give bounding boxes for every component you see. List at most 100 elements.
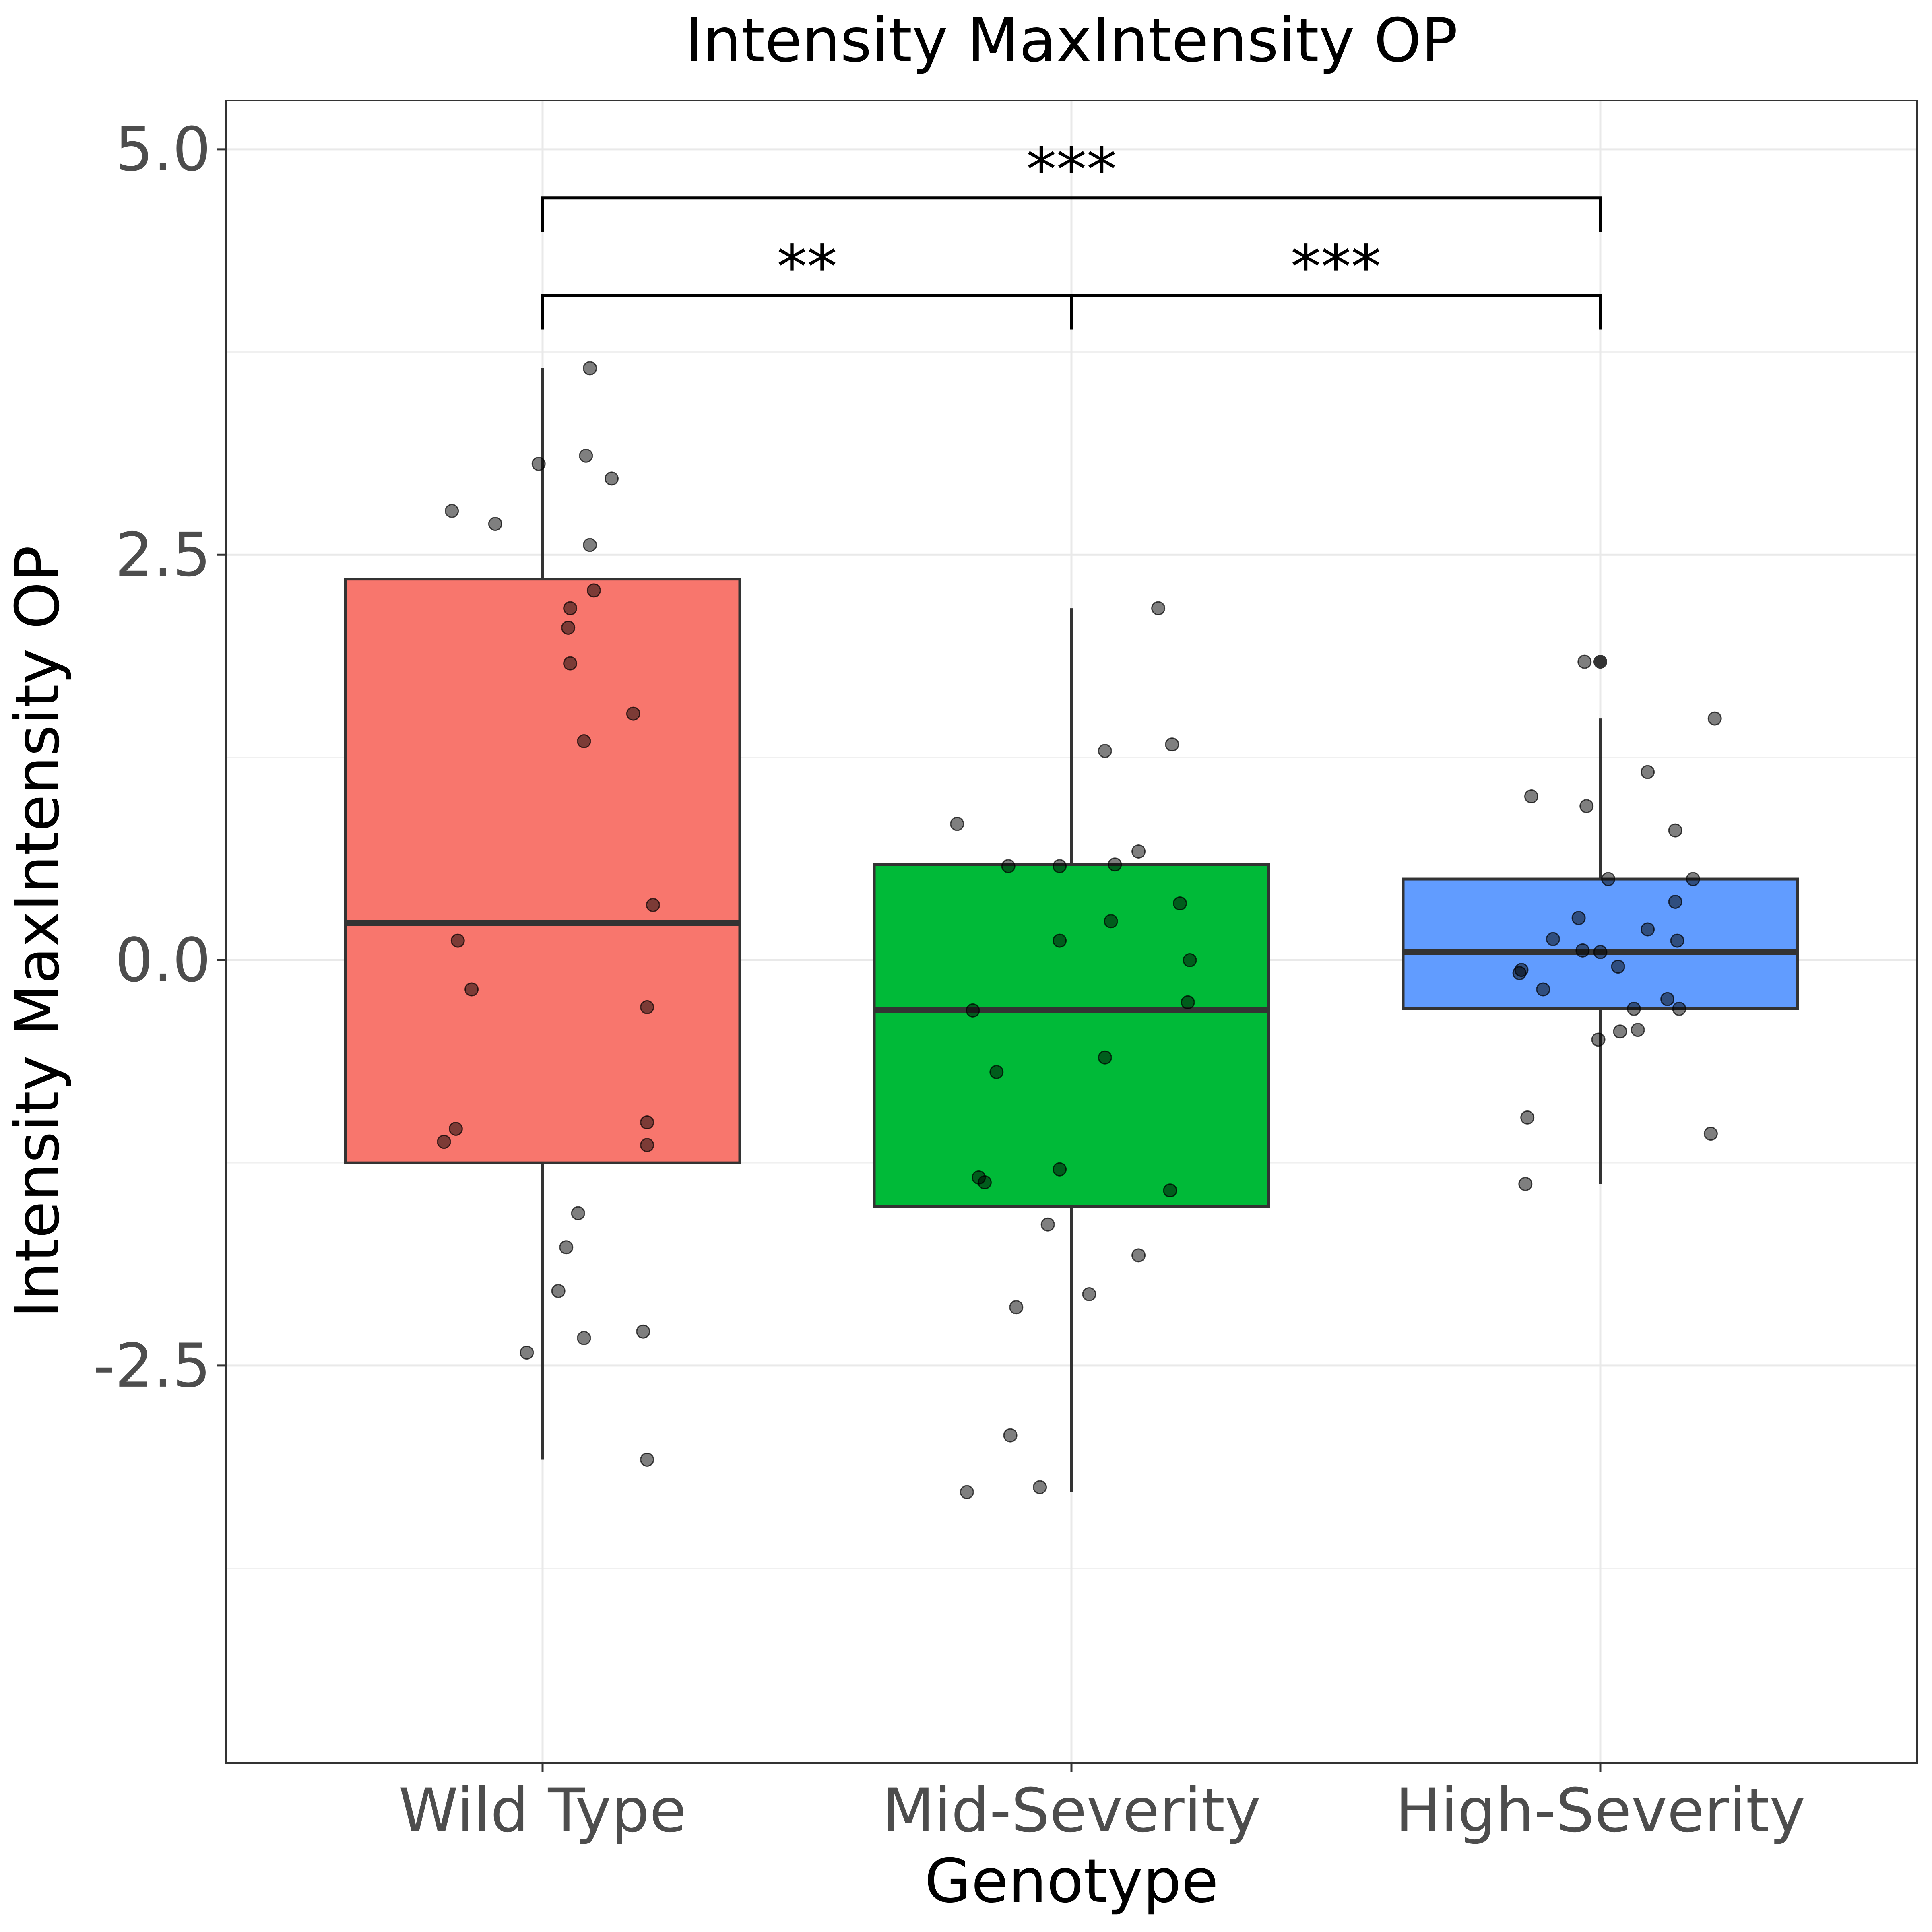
data-point [586, 583, 601, 598]
data-point [579, 448, 593, 463]
data-point [571, 1206, 585, 1220]
data-point [1003, 1428, 1018, 1443]
data-point [1053, 933, 1067, 948]
data-point [1613, 1024, 1627, 1039]
data-point [960, 1485, 974, 1499]
data-point [563, 656, 578, 671]
data-point [577, 734, 591, 749]
data-point [1579, 799, 1594, 813]
data-point [559, 1240, 574, 1255]
data-point [1546, 932, 1560, 946]
data-point [1512, 966, 1527, 980]
data-point [1707, 711, 1722, 726]
data-point [1571, 911, 1586, 925]
data-point [640, 1453, 654, 1467]
data-point [1520, 1110, 1535, 1125]
data-point [1009, 1300, 1024, 1315]
data-point [950, 817, 964, 831]
outlier-point [1593, 655, 1607, 669]
data-point [1593, 945, 1608, 959]
data-point [464, 982, 479, 997]
data-point [1641, 765, 1655, 779]
y-axis-title: Intensity MaxIntensity OP [3, 545, 73, 1318]
data-point [520, 1346, 534, 1360]
significance-brackets: ** ****** [541, 135, 1602, 330]
data-point [1104, 914, 1118, 929]
x-axis-title: Genotype [925, 1846, 1218, 1916]
data-point [1703, 1127, 1718, 1141]
data-point [437, 1135, 451, 1149]
data-point [531, 457, 546, 471]
significance-label: *** [1026, 135, 1117, 205]
data-point [583, 538, 597, 552]
data-point [1053, 859, 1067, 873]
data-point [1173, 896, 1187, 910]
data-point [1181, 995, 1195, 1009]
data-point [1518, 1177, 1533, 1191]
jitter-points [437, 361, 1722, 1499]
data-point [1082, 1287, 1096, 1302]
box-plots [344, 368, 1799, 1492]
data-point [1131, 844, 1146, 859]
data-point [977, 1175, 992, 1190]
bracket-line [541, 196, 1602, 232]
data-point [1131, 1248, 1146, 1263]
significance-bracket: *** [541, 135, 1602, 232]
data-point [1672, 1001, 1686, 1016]
data-point [1575, 943, 1590, 958]
box-body [344, 578, 741, 1164]
x-tick-label: Wild Type [398, 1776, 687, 1846]
significance-label: ** [777, 233, 837, 303]
data-point [1524, 789, 1538, 804]
data-point [448, 1122, 463, 1136]
y-tick-label: 2.5 [115, 520, 211, 590]
bracket-line [1070, 294, 1602, 330]
data-point [1040, 1217, 1055, 1232]
box-wild-type [344, 368, 741, 1460]
data-point [445, 504, 459, 518]
box-mid-severity [873, 608, 1270, 1492]
data-point [1641, 922, 1655, 937]
data-point [636, 1324, 650, 1339]
x-tick-label: Mid-Severity [882, 1776, 1261, 1846]
y-tick-label: 5.0 [115, 115, 211, 185]
data-point [626, 706, 640, 721]
data-point [450, 933, 465, 948]
box-high-severity [1402, 655, 1799, 1184]
data-point [1108, 857, 1122, 872]
data-point [1668, 823, 1682, 838]
significance-label: *** [1291, 233, 1381, 303]
data-point [1670, 933, 1684, 948]
significance-bracket: *** [1070, 233, 1602, 330]
data-point [1163, 1183, 1177, 1198]
data-point [640, 1115, 654, 1129]
data-point [1660, 992, 1675, 1006]
data-point [1536, 982, 1550, 997]
data-point [1627, 1001, 1641, 1016]
data-point [1165, 737, 1179, 752]
data-point [1001, 859, 1016, 873]
data-point [1611, 960, 1625, 974]
data-point [1098, 1050, 1112, 1065]
data-point [989, 1065, 1004, 1080]
x-tick-label: High-Severity [1395, 1776, 1805, 1846]
data-point [577, 1331, 591, 1345]
data-point [583, 361, 597, 376]
data-point [1183, 953, 1197, 968]
data-point [1151, 601, 1166, 615]
data-point [1601, 872, 1616, 886]
data-point [646, 898, 660, 912]
data-point [1686, 872, 1700, 886]
data-point [1033, 1480, 1047, 1494]
data-point [551, 1284, 566, 1298]
data-point [488, 517, 502, 531]
data-point [1631, 1023, 1645, 1037]
data-point [1098, 744, 1112, 758]
data-point [1577, 654, 1592, 669]
box-body [873, 863, 1270, 1208]
chart-title: Intensity MaxIntensity OP [685, 6, 1458, 76]
data-point [640, 1138, 654, 1152]
data-point [1668, 894, 1682, 909]
data-point [1053, 1162, 1067, 1177]
